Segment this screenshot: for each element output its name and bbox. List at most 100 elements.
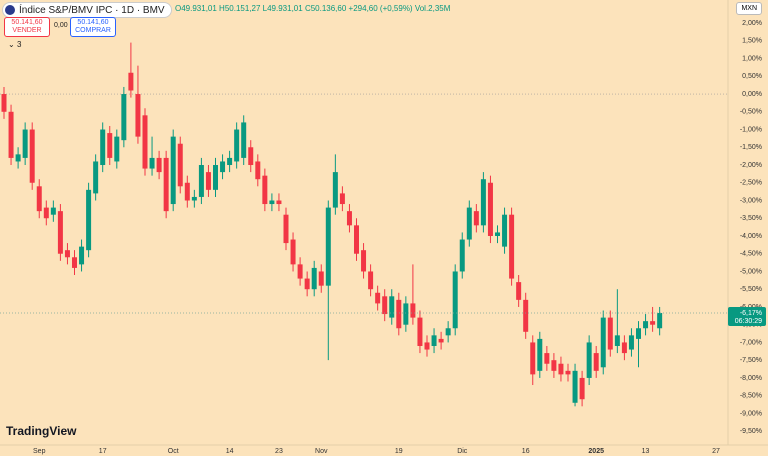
candle-body [487, 182, 493, 236]
buy-price: 50.141,60 [77, 19, 109, 26]
ohlc-low: L49.931,01 [262, 4, 303, 13]
candle-body [318, 271, 324, 286]
ohlc-close: C50.136,60 [304, 4, 347, 13]
candle-body [170, 136, 176, 205]
x-tick-label: Nov [315, 448, 328, 455]
volume: Vol.2,35M [414, 4, 451, 13]
candle-body [438, 338, 444, 343]
y-tick-label: 2,00% [742, 20, 762, 27]
candle-body [142, 115, 148, 169]
candle-body [332, 172, 338, 208]
candle-body [121, 94, 127, 141]
candle-body [530, 342, 536, 375]
candle-body [191, 196, 197, 201]
y-tick-label: -5,00% [740, 268, 762, 275]
candle-body [86, 189, 92, 251]
candle-body [466, 207, 472, 240]
candle-body [403, 303, 409, 325]
candle-body [502, 214, 508, 247]
y-tick-label: 0,50% [742, 73, 762, 80]
currency-button[interactable]: MXN [736, 2, 762, 15]
y-tick-label: -2,00% [740, 162, 762, 169]
y-tick-label: -7,50% [740, 357, 762, 364]
ohlc-legend: O49.931,01 H50.151,27 L49.931,01 C50.136… [175, 4, 450, 13]
candle-body [205, 172, 211, 190]
candle-body [572, 370, 578, 403]
candle-body [600, 317, 606, 368]
sell-button[interactable]: 50.141,60 VENDER [4, 17, 50, 37]
candle-body [72, 257, 77, 268]
candle-body [389, 296, 395, 318]
last-price-label: -6,17% [740, 310, 762, 317]
y-tick-label: -0,50% [740, 109, 762, 116]
candle-body [417, 317, 423, 346]
candle-body [523, 299, 529, 332]
candle-body [241, 122, 247, 158]
candle-body [452, 271, 458, 329]
candle-body [516, 282, 522, 300]
candle-body [64, 250, 70, 258]
candle-body [100, 129, 106, 166]
candle-body [480, 179, 486, 226]
candle-body [361, 250, 367, 272]
candle-body [248, 147, 254, 166]
candle-body [276, 200, 282, 205]
x-tick-label: 2025 [588, 448, 604, 455]
candle-body [544, 353, 550, 364]
candle-body [614, 335, 620, 346]
symbol-pill[interactable]: Índice S&P/BMV IPC · 1D · BMV [2, 2, 172, 18]
brand-logo: TradingView [6, 424, 77, 438]
candle-body [593, 353, 599, 371]
candle-body [473, 211, 479, 226]
candle-body [650, 321, 656, 325]
candle-body [43, 207, 49, 219]
y-tick-label: -5,50% [740, 286, 762, 293]
y-tick-label: 0,00% [742, 91, 762, 98]
candle-body [325, 207, 331, 286]
candle-body [107, 133, 113, 158]
candle-body [227, 157, 233, 166]
candle-body [177, 143, 183, 187]
candle-body [636, 328, 641, 339]
candle-body [198, 165, 204, 197]
x-tick-label: 16 [522, 448, 530, 455]
y-tick-label: -8,00% [740, 375, 762, 382]
candle-body [445, 328, 451, 336]
y-tick-label: -1,00% [740, 126, 762, 133]
candle-body [565, 370, 571, 375]
sell-label: VENDER [12, 27, 42, 34]
candle-body [163, 157, 169, 212]
x-tick-label: Sep [33, 448, 46, 455]
indicator-toggle[interactable]: ⌄ 3 [8, 40, 22, 49]
candle-body [93, 161, 99, 194]
candle-body [128, 72, 134, 91]
last-price-box [728, 306, 766, 326]
ohlc-open: O49.931,01 [175, 4, 217, 13]
candle-body [558, 363, 564, 375]
candle-body [135, 94, 141, 137]
candle-body [346, 211, 352, 226]
candle-body [269, 200, 275, 205]
candle-body [114, 136, 120, 162]
candle-body [339, 193, 345, 205]
y-tick-label: -3,00% [740, 197, 762, 204]
x-tick-label: 27 [712, 448, 720, 455]
candle-body [509, 214, 515, 279]
y-tick-label: -4,00% [740, 233, 762, 240]
buy-button[interactable]: 50.141,60 COMPRAR [70, 17, 116, 37]
candle-body [354, 225, 359, 254]
candle-body [8, 111, 14, 158]
candle-body [29, 129, 35, 183]
candle-body [149, 157, 155, 169]
candle-body [643, 321, 649, 329]
x-tick-label: 14 [226, 448, 234, 455]
candle-body [156, 157, 162, 173]
y-tick-label: 1,50% [742, 38, 762, 45]
candle-body [234, 129, 240, 162]
candle-body [431, 335, 437, 346]
candle-body [621, 342, 627, 354]
candle-body [607, 317, 613, 350]
candle-body [459, 239, 465, 272]
candle-body [297, 264, 303, 279]
candle-body [15, 154, 21, 162]
